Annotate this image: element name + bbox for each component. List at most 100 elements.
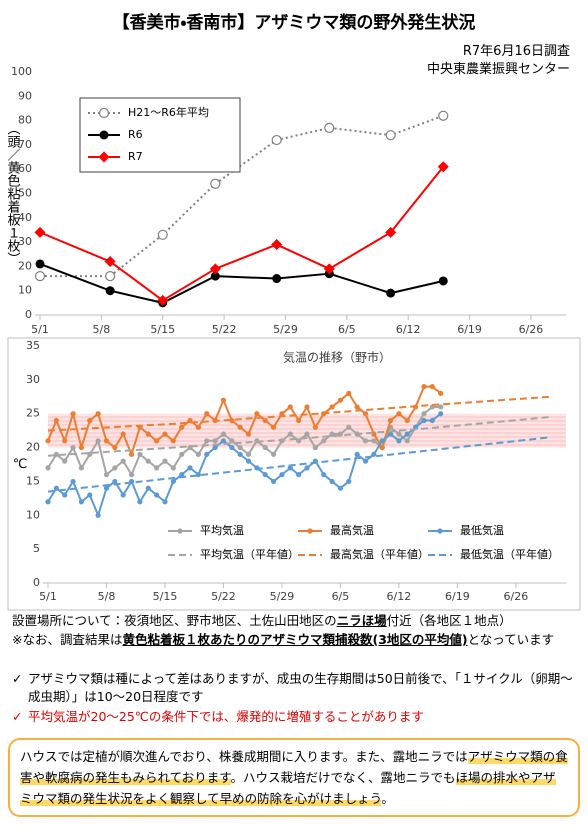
marker [195, 451, 201, 457]
y-tick-label: 30 [18, 235, 32, 248]
text: ※なお、調査結果は [12, 632, 123, 647]
marker [245, 458, 252, 464]
marker [45, 438, 51, 444]
office: 中央東農業振興センター [426, 62, 570, 77]
y-tick-label: 80 [18, 114, 32, 127]
legend-label: 平均気温 [200, 523, 244, 537]
y-tick-label: 10 [26, 508, 40, 521]
marker [87, 451, 93, 457]
marker [179, 451, 185, 457]
marker [438, 390, 444, 396]
marker [429, 384, 435, 390]
y-tick-label: 0 [25, 308, 32, 321]
series-line [47, 436, 550, 493]
marker [437, 161, 449, 173]
marker [329, 404, 335, 410]
legend-label: 平均気温（平年値） [200, 547, 299, 561]
y-axis-label: ℃ [13, 457, 28, 472]
marker [103, 472, 110, 478]
text: ハウスでは定植が順次進んでおり、株養成期間に入ります。また、露地ニラでは [20, 749, 468, 764]
marker [438, 404, 444, 410]
y-tick-label: 60 [18, 162, 32, 175]
marker [162, 431, 168, 437]
marker [62, 458, 68, 464]
marker [296, 438, 302, 444]
legend-label: 最高気温 [330, 523, 374, 537]
marker [204, 451, 210, 457]
marker [321, 472, 327, 478]
marker [371, 438, 377, 444]
marker [162, 458, 168, 464]
point: ✓ アザミウマ類は種によって差はありますが、成虫の生存期間は50日前後で、「１サイ… [12, 670, 578, 706]
series-line [47, 395, 550, 432]
marker [337, 485, 344, 491]
marker [95, 438, 101, 444]
marker [35, 259, 45, 269]
marker [270, 451, 277, 457]
marker [95, 411, 101, 417]
marker [120, 458, 126, 464]
marker [112, 444, 118, 451]
marker [386, 288, 396, 298]
marker [45, 465, 51, 471]
y-tick-label: 5 [33, 542, 40, 555]
marker [429, 417, 435, 424]
marker [379, 444, 385, 451]
x-tick-label: 5/8 [93, 323, 111, 336]
marker [396, 431, 402, 437]
marker [120, 492, 126, 498]
y-tick-label: 20 [26, 441, 40, 454]
marker [379, 438, 385, 444]
marker [271, 134, 282, 146]
y-axis-label: （頭／黄色粘着板１枚） [5, 122, 21, 265]
marker [346, 478, 352, 485]
marker [245, 451, 252, 457]
marker [362, 411, 369, 417]
marker [287, 431, 293, 437]
marker [170, 438, 176, 444]
marker [304, 431, 310, 437]
x-tick-label: 6/12 [396, 323, 421, 336]
marker [271, 239, 283, 251]
marker [170, 478, 176, 485]
emphasis: ニラほ場 [336, 613, 387, 628]
y-tick-label: 50 [18, 187, 32, 200]
marker [270, 478, 277, 485]
y-tick-label: 90 [18, 89, 32, 102]
check-mark: ✓ [12, 709, 23, 724]
marker [296, 417, 302, 424]
legend-label: 最高気温（平年値） [330, 547, 429, 561]
marker [346, 390, 352, 396]
series-line [39, 166, 445, 302]
marker [387, 431, 394, 437]
marker [120, 431, 126, 437]
text: 平均気温が20～25℃の条件下では、爆発的に増殖することがあります [28, 709, 424, 724]
marker [128, 472, 135, 478]
marker [145, 431, 151, 437]
x-tick-label: 5/22 [212, 323, 237, 336]
marker [154, 465, 160, 471]
x-tick-label: 5/22 [211, 590, 236, 603]
y-tick-label: 10 [18, 284, 32, 297]
y-tick-label: 30 [26, 373, 40, 386]
marker [105, 286, 115, 296]
marker [137, 499, 143, 505]
marker [45, 499, 51, 505]
marker [78, 465, 85, 471]
marker [245, 431, 252, 437]
x-tick-label: 5/29 [270, 590, 295, 603]
marker [70, 478, 76, 485]
marker [287, 465, 293, 471]
text: 設置場所について：夜須地区、野市地区、土佐山田地区の [12, 613, 337, 628]
marker [385, 130, 396, 141]
text: 付近（各地区１地点） [386, 613, 512, 628]
legend-label: 最低気温 [460, 523, 504, 537]
marker [279, 411, 285, 417]
marker [195, 424, 201, 430]
marker [70, 444, 76, 451]
marker [272, 274, 282, 284]
marker [237, 424, 243, 430]
marker [105, 271, 116, 282]
marker [145, 458, 151, 464]
